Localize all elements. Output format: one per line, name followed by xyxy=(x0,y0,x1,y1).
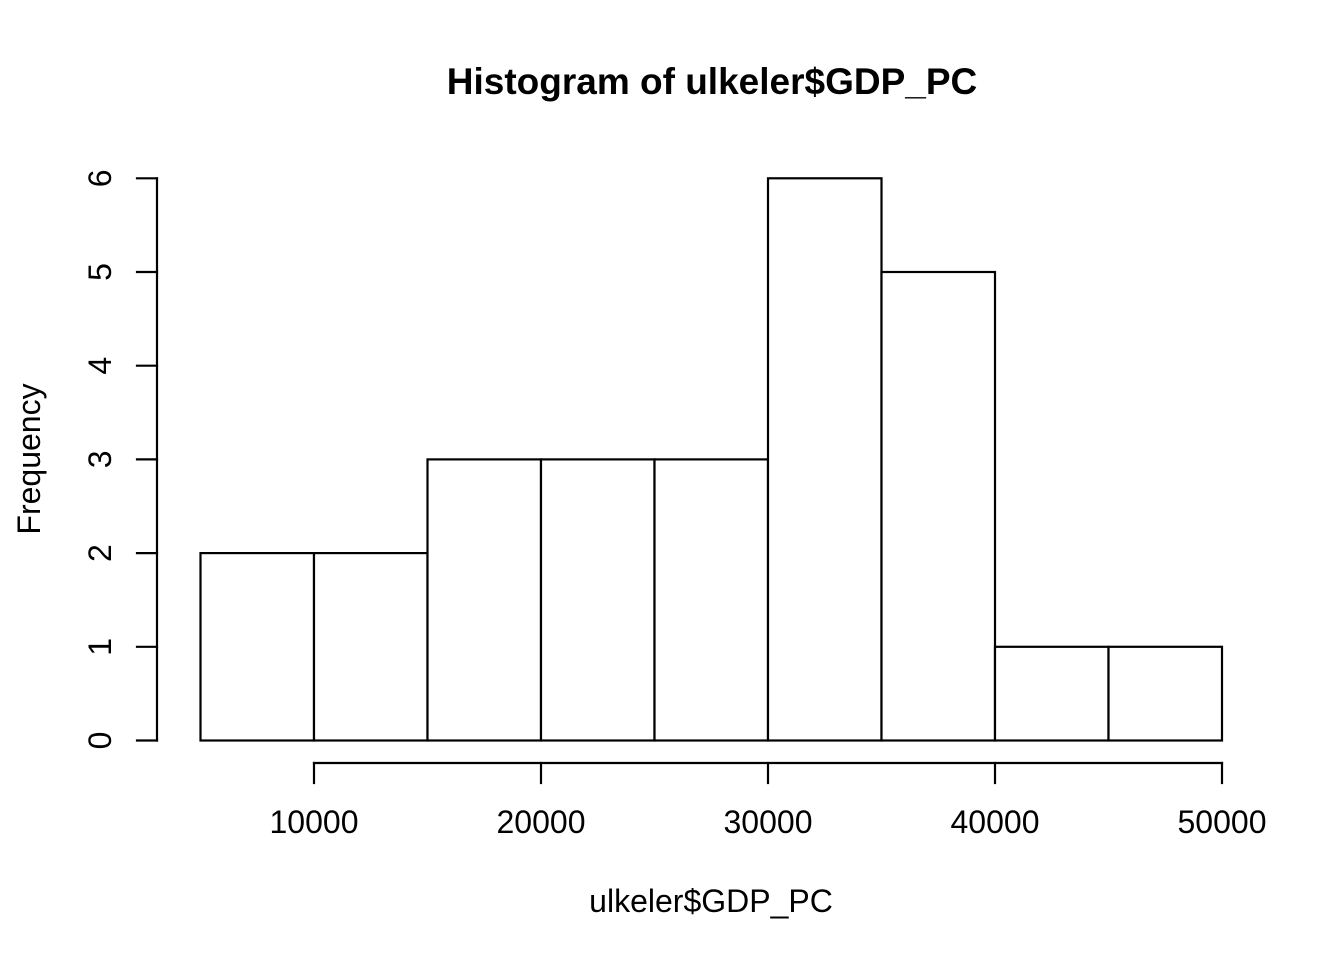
x-axis-label: ulkeler$GDP_PC xyxy=(589,883,833,919)
histogram-bar xyxy=(199,551,316,742)
y-tick-label: 3 xyxy=(82,451,118,469)
y-tick-label: 5 xyxy=(82,263,118,281)
y-tick-label: 2 xyxy=(82,544,118,562)
x-tick-label: 50000 xyxy=(1178,804,1267,840)
y-axis-label: Frequency xyxy=(11,383,47,534)
histogram-bar xyxy=(880,270,997,742)
y-tick-label: 4 xyxy=(82,357,118,375)
histogram-bars xyxy=(199,177,1224,742)
histogram-bar xyxy=(993,645,1110,742)
y-tick-label: 1 xyxy=(82,638,118,656)
x-tick-label: 40000 xyxy=(951,804,1040,840)
y-axis: 0 1 2 3 4 5 6 xyxy=(82,169,159,750)
histogram-bar xyxy=(312,551,429,742)
x-tick-label: 20000 xyxy=(497,804,586,840)
x-tick-label: 30000 xyxy=(724,804,813,840)
chart-title: Histogram of ulkeler$GDP_PC xyxy=(447,61,977,102)
histogram-bar xyxy=(766,177,883,742)
x-tick-label: 10000 xyxy=(270,804,359,840)
y-tick-label: 0 xyxy=(82,732,118,750)
histogram-bar xyxy=(1107,645,1224,742)
x-axis: 10000 20000 30000 40000 50000 xyxy=(270,761,1267,840)
y-tick-label: 6 xyxy=(82,169,118,187)
histogram-bar xyxy=(539,458,656,742)
histogram-bar xyxy=(653,458,770,742)
histogram-bar xyxy=(426,458,543,742)
